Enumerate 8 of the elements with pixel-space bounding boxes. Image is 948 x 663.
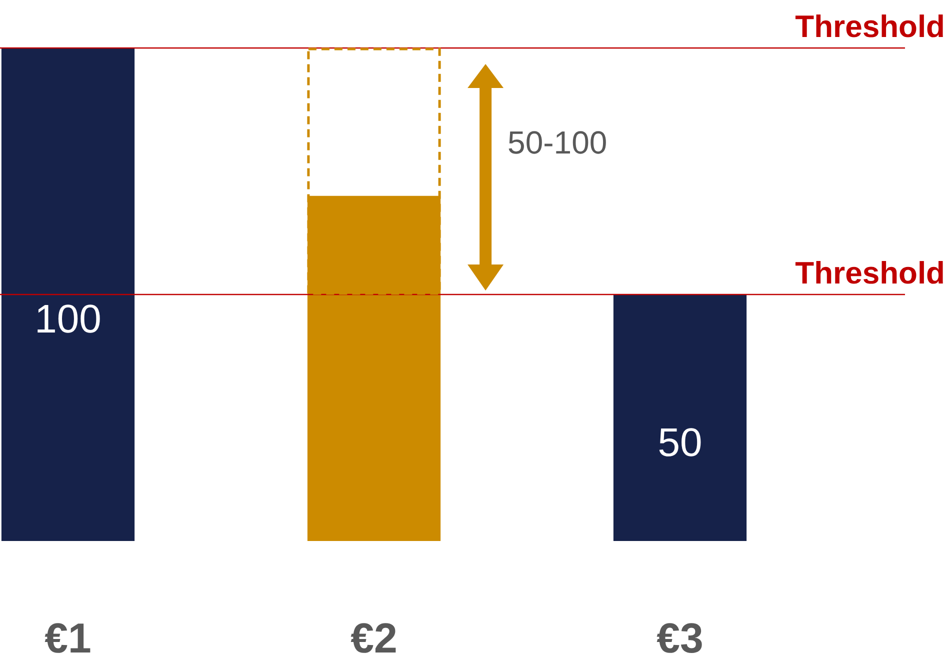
x-tick-label: €2 <box>350 614 398 662</box>
data-label: 50 <box>658 420 702 465</box>
ref-line-label: Threshold <box>795 256 945 290</box>
ref-line-label: Threshold <box>795 9 945 44</box>
x-tick-label: €3 <box>656 614 704 662</box>
annotation: 50-100 <box>508 124 608 161</box>
data-label: 100 <box>34 298 102 342</box>
x-tick-label: €1 <box>44 614 92 662</box>
